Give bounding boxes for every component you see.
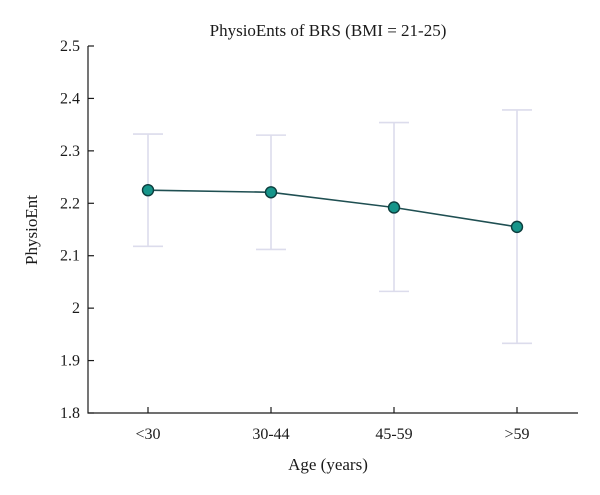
series [141, 183, 524, 234]
data-point [387, 201, 401, 214]
data-point [264, 186, 278, 199]
error-bars [133, 109, 532, 345]
x-axis-label: Age (years) [288, 455, 368, 474]
y-tick-label: 2.3 [60, 143, 80, 160]
y-axis-label: PhysioEnt [22, 195, 41, 265]
x-tick-label: <30 [135, 426, 160, 443]
y-tick-label: 1.9 [60, 353, 80, 370]
y-tick-label: 2.2 [60, 195, 80, 212]
x-ticks: <30 30-44 45-59 >59 [135, 407, 530, 443]
x-tick-label: 45-59 [375, 426, 412, 443]
x-tick-label: >59 [504, 426, 529, 443]
y-tick-label: 2.4 [60, 90, 80, 107]
data-point [510, 220, 524, 234]
chart-title: PhysioEnts of BRS (BMI = 21-25) [210, 21, 447, 40]
y-tick-label: 2 [72, 300, 80, 317]
y-tick-label: 2.1 [60, 248, 80, 265]
y-tick-label: 2.5 [60, 38, 80, 55]
x-tick-label: 30-44 [252, 426, 289, 443]
series-line [147, 189, 518, 228]
axes [87, 46, 578, 414]
axis-lines [87, 46, 578, 414]
data-point [141, 183, 155, 197]
y-ticks: 1.8 1.9 2 2.1 2.2 2.3 2.4 2.5 [60, 38, 94, 422]
y-tick-label: 1.8 [60, 405, 80, 422]
